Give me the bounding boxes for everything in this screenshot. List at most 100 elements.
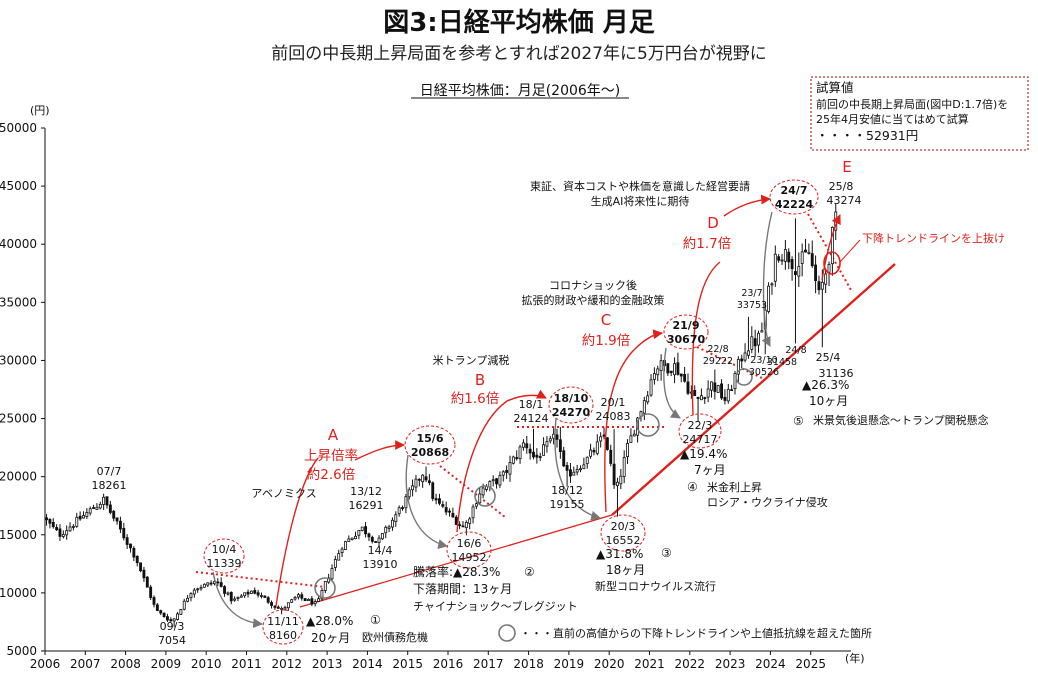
candle-body	[726, 388, 730, 402]
ellipse-21-9	[663, 314, 709, 350]
candle-body	[58, 528, 62, 537]
candle-body	[330, 568, 334, 580]
candle-body	[703, 397, 707, 400]
candle-body	[417, 478, 421, 481]
candle-body	[431, 482, 435, 499]
candle-body	[706, 388, 710, 398]
level-labels: 07/7 18261 09/3 7054 10/4 11339 11/11 81…	[92, 180, 862, 647]
candle-body	[159, 610, 163, 614]
x-tick-label: 2007	[70, 657, 101, 671]
label-21-9-date: 21/9	[673, 319, 700, 332]
candle-body	[619, 475, 623, 485]
candle-body	[155, 604, 159, 611]
candle-body	[696, 396, 700, 399]
candle-body	[733, 373, 737, 389]
label-23-10-value: 30526	[749, 367, 779, 378]
candle-body	[602, 434, 606, 437]
candle-body	[652, 373, 656, 380]
candle-body	[320, 590, 324, 600]
label-10-4-date: 10/4	[212, 543, 237, 556]
phase-d-letter: D	[707, 214, 719, 232]
candle-body	[387, 526, 391, 529]
note-tse-2: 生成AI将来性に期待	[591, 194, 690, 208]
candle-body	[75, 516, 79, 527]
candle-body	[347, 538, 351, 542]
candle-body	[532, 451, 535, 458]
y-tick-label: 20000	[0, 470, 37, 484]
drop4-reason-2: ロシア・ウクライナ侵攻	[707, 495, 828, 509]
estimate-box-line2: 25年4月安値に当てはめて試算	[816, 112, 969, 126]
candle-body	[233, 598, 237, 601]
candle-body	[108, 504, 112, 513]
candle-body	[340, 548, 344, 554]
phase-c-mult: 約1.9倍	[582, 333, 630, 349]
phase-a-mult: 約2.6倍	[307, 467, 355, 483]
decline-arrow-5	[761, 211, 773, 347]
candle-body	[300, 594, 304, 599]
trend-lines	[195, 213, 896, 608]
candle-body	[760, 330, 764, 333]
note-corona-2: 拡張的財政や緩和的金融政策	[522, 293, 665, 307]
drop2-duration: 下落期間：13ヶ月	[413, 582, 512, 596]
candle-body	[350, 537, 354, 540]
drop1-pct: ▲28.0%	[306, 614, 353, 628]
candle-body	[112, 510, 116, 519]
candle-body	[683, 374, 687, 382]
ellipse-16-6	[446, 531, 492, 569]
candle-body	[451, 512, 455, 518]
label-23-7-value: 33753	[737, 300, 767, 311]
candle-body	[629, 435, 633, 443]
breakout-circle-2	[474, 485, 496, 507]
candle-body	[464, 521, 468, 528]
candle-body	[817, 281, 821, 291]
y-tick-label: 25000	[0, 412, 37, 426]
candle-body	[777, 256, 781, 261]
candle-body	[401, 507, 404, 509]
decline-arrow-2	[405, 454, 448, 549]
candle-body	[256, 592, 260, 596]
label-18-1-date: 18/1	[519, 398, 544, 411]
candle-body	[605, 437, 609, 450]
label-18-10-value: 24270	[552, 406, 591, 419]
candle-body	[125, 537, 129, 545]
candle-body	[142, 569, 146, 579]
candle-body	[599, 436, 603, 442]
ellipse-24-7	[769, 179, 819, 215]
label-22-8-value: 29222	[703, 356, 733, 367]
label-16-6-value: 14952	[452, 551, 487, 564]
drop3-reason: 新型コロナウイルス流行	[595, 579, 716, 593]
candle-body	[545, 441, 549, 447]
decline-arrow-3	[554, 417, 601, 521]
candle-body	[666, 363, 670, 374]
x-axis-unit: (年)	[845, 651, 865, 665]
label-14-4-value: 13910	[363, 558, 398, 571]
drop2-reason: チャイナショック～ブレグジット	[413, 599, 578, 613]
candle-body	[616, 481, 619, 486]
candle-body	[186, 597, 190, 602]
breakout-circle-1	[314, 577, 336, 599]
candle-body	[521, 442, 525, 448]
candle-body	[770, 283, 774, 286]
estimate-box-title: 試算値	[816, 80, 854, 95]
label-20-1-date: 20/1	[601, 396, 626, 409]
candle-body	[454, 516, 458, 525]
x-tick-label: 2009	[151, 657, 182, 671]
candle-body	[377, 537, 381, 543]
candle-body	[421, 474, 425, 483]
breakout-circle-3	[636, 413, 660, 437]
candle-body	[276, 606, 280, 609]
candle-body	[253, 590, 257, 594]
candle-body	[283, 607, 287, 610]
candle-body	[723, 396, 727, 401]
candle-body	[478, 493, 482, 504]
candle-body	[239, 595, 243, 598]
legend: ・・・直前の高値からの下降トレンドラインや上値抵抗線を超えた箇所	[498, 624, 872, 642]
label-24-7-value: 42224	[775, 198, 814, 211]
candle-body	[736, 358, 740, 375]
candle-body	[649, 379, 653, 396]
candle-body	[830, 227, 834, 265]
drop5-num: ⑤	[793, 414, 804, 428]
candle-body	[481, 487, 485, 496]
candle-body	[236, 597, 240, 599]
subtitle: 前回の中長期上昇局面を参考とすれば2027年に5万円台が視野に	[271, 44, 767, 64]
